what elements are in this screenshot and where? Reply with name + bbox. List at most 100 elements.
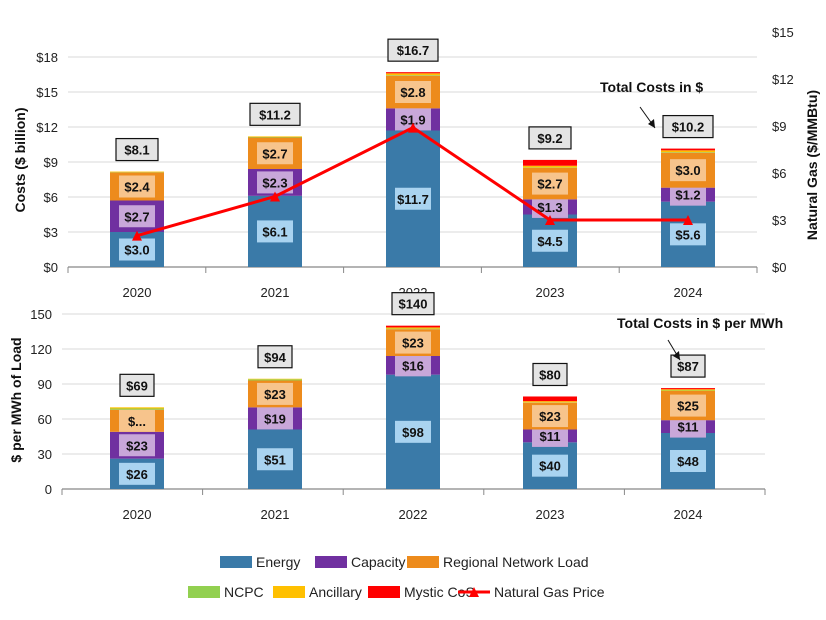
data-label-box — [257, 382, 293, 405]
data-label: $51 — [264, 452, 286, 467]
legend-swatch — [273, 586, 305, 598]
bar-segment-ancillary — [661, 150, 715, 153]
total-label: $16.7 — [397, 43, 430, 58]
y2-tick-label: $15 — [772, 25, 794, 40]
data-label: $2.7 — [262, 146, 287, 161]
legend-label: Regional Network Load — [443, 554, 589, 570]
data-label: $98 — [402, 425, 424, 440]
total-label-box — [391, 292, 435, 316]
x-tick-label: 2024 — [674, 285, 703, 300]
annotation-arrowhead — [673, 351, 680, 360]
bar-segment-ancillary — [386, 73, 440, 76]
data-label: $2.7 — [537, 177, 562, 192]
bar-segment-ancillary — [523, 401, 577, 403]
data-label-box — [395, 354, 431, 377]
data-label: $40 — [539, 459, 561, 474]
total-label-box — [662, 114, 714, 139]
x-tick-label: 2023 — [536, 285, 565, 300]
data-label: $23 — [126, 438, 148, 453]
data-label-box — [119, 205, 155, 228]
x-tick-label: 2020 — [123, 285, 152, 300]
y-tick-label: $18 — [36, 50, 58, 65]
data-label: $23 — [402, 336, 424, 351]
legend-label: Ancillary — [309, 584, 362, 600]
x-tick-label: 2021 — [261, 507, 290, 522]
total-label: $8.1 — [124, 143, 149, 158]
bar-segment-ncpc — [110, 408, 164, 410]
data-label: $26 — [126, 467, 148, 482]
data-label: $23 — [539, 409, 561, 424]
y2-tick-label: $0 — [772, 260, 786, 275]
legend-label: Energy — [256, 554, 300, 570]
data-label: $3.0 — [675, 163, 700, 178]
y2-axis-label: Natural Gas ($/MMBtu) — [804, 90, 820, 240]
data-label-box — [532, 424, 568, 447]
x-tick-label: 2023 — [536, 507, 565, 522]
data-label: $1.3 — [537, 200, 562, 215]
x-tick-label: 2022 — [399, 507, 428, 522]
legend-label: Mystic CoS — [404, 584, 475, 600]
bar-segment-mystic-cos — [386, 72, 440, 74]
data-label-box — [532, 405, 568, 428]
bar-segment-ancillary — [248, 378, 302, 380]
gas-price-marker — [270, 191, 280, 202]
legend-label: Natural Gas Price — [494, 584, 605, 600]
data-label-box — [257, 407, 293, 430]
data-label-box — [532, 454, 568, 477]
y-tick-label: $6 — [44, 190, 58, 205]
y-tick-label: 0 — [45, 482, 52, 497]
y-tick-label: $9 — [44, 155, 58, 170]
data-label-box — [670, 223, 706, 246]
data-label: $25 — [677, 399, 699, 414]
y-tick-label: 90 — [38, 377, 52, 392]
total-label-box — [528, 126, 572, 150]
x-tick-label: 2021 — [261, 285, 290, 300]
data-label: $5.6 — [675, 227, 700, 242]
annotation: Total Costs in $ per MWh — [617, 315, 783, 331]
bar-segment-ancillary — [661, 389, 715, 391]
data-label: $1.9 — [400, 112, 425, 127]
data-label: $11 — [540, 429, 561, 444]
bar-segment-mystic-cos — [661, 148, 715, 151]
y-tick-label: $15 — [36, 85, 58, 100]
bar-segment-ncpc — [248, 136, 302, 138]
legend-swatch — [220, 556, 252, 568]
data-label-box — [395, 187, 431, 210]
total-label-box — [387, 38, 439, 62]
total-label: $94 — [264, 350, 286, 365]
bar-segment-ncpc — [661, 152, 715, 153]
x-tick-label: 2020 — [123, 507, 152, 522]
data-label-box — [395, 108, 431, 131]
legend-marker — [469, 587, 479, 597]
bar-segment-mystic-cos — [523, 159, 577, 166]
total-label-box — [119, 373, 155, 397]
bar-segment-mystic-cos — [661, 388, 715, 390]
annotation-arrowhead — [648, 119, 655, 128]
total-label: $9.2 — [537, 131, 562, 146]
total-label: $87 — [677, 359, 699, 374]
data-label: $11 — [678, 420, 699, 435]
data-label-box — [119, 175, 155, 198]
data-label: $... — [128, 414, 146, 429]
data-label-box — [395, 331, 431, 354]
data-label: $19 — [264, 411, 286, 426]
data-label: $2.3 — [262, 175, 287, 190]
legend-swatch — [315, 556, 347, 568]
y2-tick-label: $12 — [772, 72, 794, 87]
y2-tick-label: $9 — [772, 119, 786, 134]
total-label: $80 — [539, 367, 561, 382]
data-label-box — [119, 434, 155, 457]
data-label-box — [257, 171, 293, 194]
bar-segment-ancillary — [110, 171, 164, 173]
bar-segment-mystic-cos — [523, 396, 577, 402]
data-label: $16 — [402, 358, 424, 373]
data-label-box — [119, 462, 155, 485]
y-axis-label: Costs ($ billion) — [12, 108, 28, 213]
total-label-box — [257, 345, 293, 369]
data-label-box — [670, 450, 706, 472]
data-label-box — [257, 448, 293, 471]
gas-price-marker — [132, 230, 142, 241]
data-label: $2.7 — [124, 209, 149, 224]
x-tick-label: 2024 — [674, 507, 703, 522]
